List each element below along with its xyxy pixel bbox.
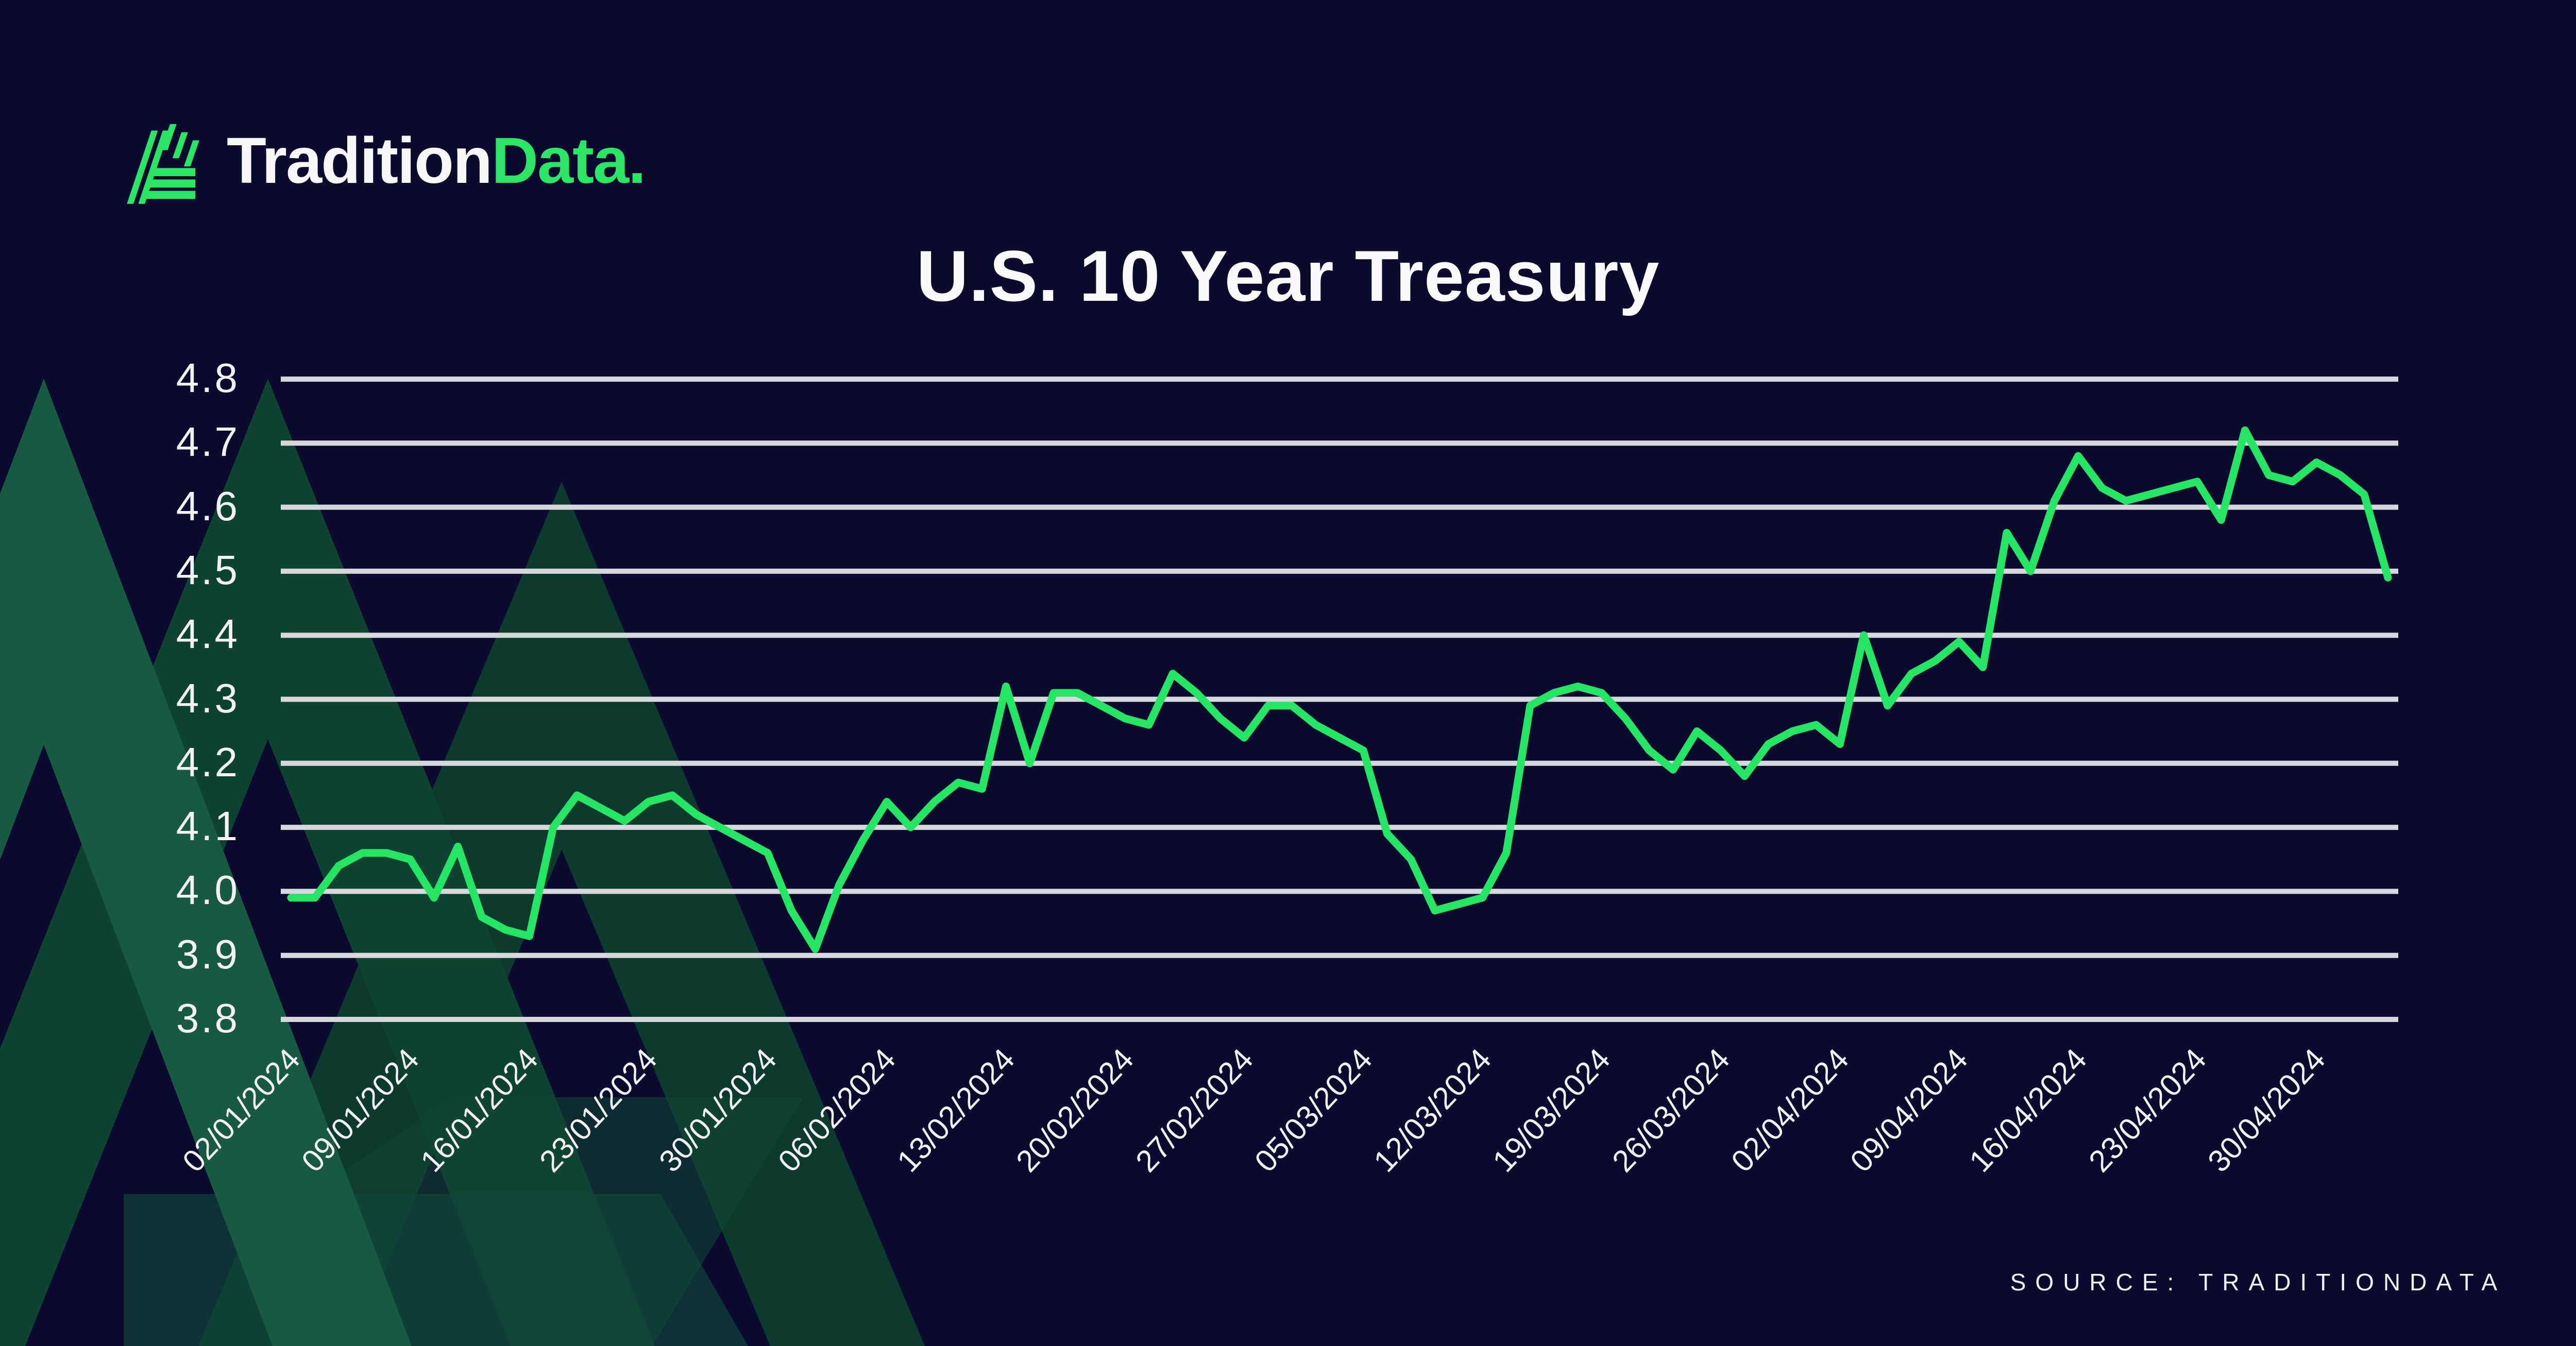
y-tick-label-4.8: 4.8	[176, 355, 240, 401]
y-tick-label-4.4: 4.4	[176, 611, 240, 657]
brand-wordmark: TraditionData.	[227, 114, 646, 207]
brand-data: Data.	[492, 124, 646, 197]
y-tick-label-4.2: 4.2	[176, 739, 240, 785]
chart-title: U.S. 10 Year Treasury	[916, 235, 1660, 316]
y-tick-label-4.6: 4.6	[176, 483, 240, 529]
y-tick-label-4.5: 4.5	[176, 547, 240, 593]
traditiondata-logo-icon	[127, 124, 199, 204]
y-tick-label-3.9: 3.9	[176, 931, 240, 977]
background-chevron-bright	[0, 379, 412, 1346]
treasury-yield-line	[287, 426, 2392, 953]
y-tick-label-4.0: 4.0	[176, 867, 240, 913]
y-tick-label-4.7: 4.7	[176, 419, 240, 465]
brand-tradition: Tradition	[227, 124, 493, 197]
y-tick-label-3.8: 3.8	[176, 995, 240, 1041]
source-note: SOURCE: TRADITIONDATA	[2010, 1269, 2506, 1296]
traditiondata-logo: TraditionData.	[124, 114, 646, 207]
y-tick-label-4.3: 4.3	[176, 675, 240, 721]
y-tick-label-4.1: 4.1	[176, 803, 240, 849]
